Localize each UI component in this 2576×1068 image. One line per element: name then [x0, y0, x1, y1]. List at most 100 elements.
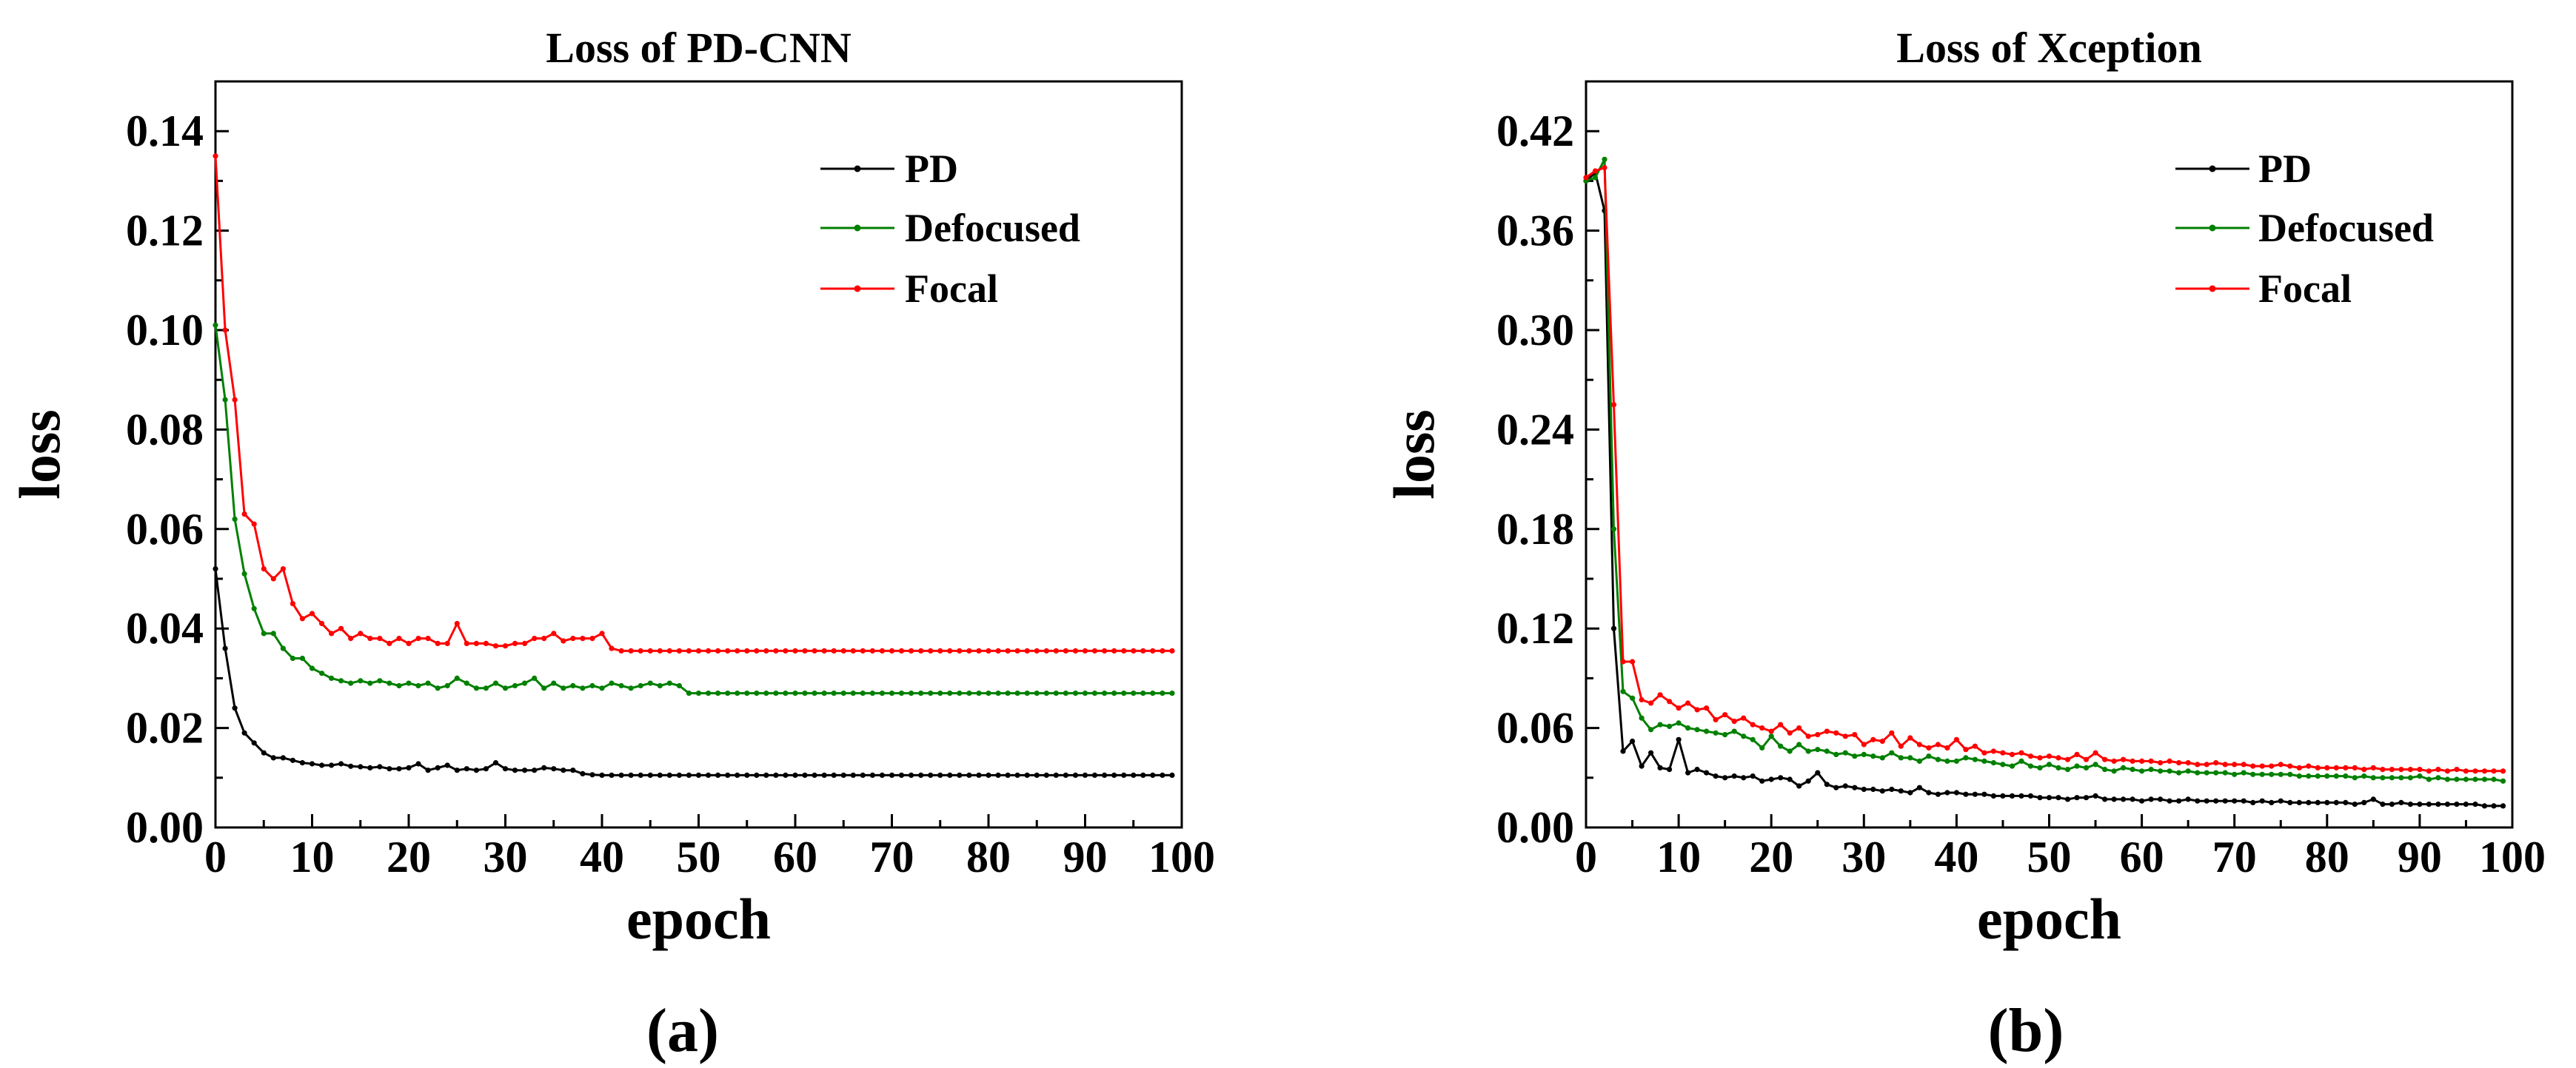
series-focal-point	[2213, 760, 2219, 766]
series-focal-point	[879, 648, 885, 654]
series-defocused-point	[338, 678, 344, 684]
series-defocused-point	[1034, 691, 1040, 696]
series-focal-point	[2185, 760, 2191, 766]
series-pd-point	[869, 772, 875, 778]
series-pd-point	[2370, 796, 2376, 802]
series-pd-point	[831, 772, 837, 778]
series-pd-point	[2389, 802, 2395, 807]
chart-panel-b: Loss of Xception 0 10 20 30 40 50 60 70 80 90 100 0.…	[1382, 24, 2546, 1065]
series-focal-point	[1916, 742, 1922, 748]
series-pd-point	[2241, 798, 2247, 804]
series-pd-point	[213, 566, 218, 572]
series-defocused-point	[464, 680, 469, 686]
series-pd-point	[783, 772, 789, 778]
series-focal-point	[464, 640, 469, 647]
series-focal-point	[2018, 750, 2024, 756]
series-defocused-point	[2454, 776, 2460, 782]
series-defocused-point	[2213, 770, 2219, 776]
series-focal-point	[512, 640, 518, 647]
series-focal-point	[2500, 768, 2506, 774]
series-focal-point	[435, 640, 441, 647]
series-defocused-point	[2046, 762, 2053, 768]
series-pd-point	[570, 768, 576, 773]
x-tick-label: 70	[870, 833, 914, 881]
series-defocused-point	[2278, 771, 2284, 777]
series-defocused-point	[2167, 768, 2172, 774]
series-focal-point	[966, 648, 972, 654]
series-defocused-point	[2083, 765, 2090, 770]
series-defocused-point	[657, 682, 663, 689]
series-focal-point	[860, 648, 866, 654]
series-pd-point	[1787, 776, 1793, 782]
x-tick-label: 50	[677, 833, 721, 881]
series-focal-point	[1082, 648, 1088, 654]
series-focal-point	[2241, 762, 2247, 768]
series-focal-point	[1034, 648, 1040, 654]
series-focal-point	[1667, 699, 1673, 705]
series-defocused-point	[1722, 732, 1728, 738]
series-pd-point	[1768, 776, 1774, 782]
y-tick-label: 0.30	[1496, 306, 1574, 355]
series-pd-point	[1676, 736, 1682, 742]
series-pd-point	[222, 645, 228, 651]
series-focal-point	[2176, 760, 2182, 766]
series-defocused-point	[2481, 776, 2488, 782]
x-tick-label: 60	[2120, 833, 2164, 881]
series-pd-point	[1630, 738, 1636, 745]
series-focal-point	[918, 648, 924, 654]
series-pd-point	[2232, 798, 2238, 804]
series-pd-point	[840, 772, 846, 778]
series-defocused-point	[850, 691, 856, 696]
series-defocused-point	[928, 691, 934, 696]
series-pd-point	[821, 772, 827, 778]
series-defocused-point	[1150, 691, 1156, 696]
x-tick-label: 50	[2027, 833, 2072, 881]
series-focal-point	[2472, 768, 2478, 774]
series-focal-point	[647, 648, 653, 654]
series-defocused-point	[492, 680, 499, 686]
series-pd-point	[290, 757, 295, 763]
series-defocused-point	[1648, 727, 1654, 733]
series-pd-point	[1981, 791, 1987, 797]
series-focal-point	[618, 648, 624, 654]
series-pd-point	[2121, 796, 2127, 802]
series-defocused-point	[261, 631, 267, 637]
series-defocused-point	[367, 680, 373, 686]
series-pd-point	[1082, 772, 1088, 778]
series-pd-point	[2176, 798, 2182, 804]
series-focal-point	[1657, 692, 1663, 698]
series-pd-point	[2064, 796, 2071, 802]
series-defocused-point	[2426, 776, 2432, 782]
series-defocused-point	[986, 691, 991, 696]
series-focal-point	[1111, 648, 1117, 654]
series-focal-point	[1750, 722, 1756, 728]
series-focal-point	[2064, 756, 2071, 762]
legend-label-defocused: Defocused	[905, 206, 1080, 250]
series-pd-point	[1833, 785, 1839, 790]
y-tick-label: 0.10	[126, 306, 204, 355]
series-defocused-point	[1602, 156, 1608, 162]
series-focal-point	[937, 648, 943, 654]
series-pd-point	[1842, 783, 1848, 789]
series-focal-point	[483, 640, 489, 647]
series-pd-point	[2037, 795, 2043, 801]
series-focal-point	[889, 648, 895, 654]
series-defocused-point	[406, 680, 412, 686]
series-defocused-point	[1043, 691, 1049, 696]
series-focal-point	[1131, 648, 1137, 654]
series-defocused-point	[435, 685, 441, 691]
series-defocused-point	[1014, 691, 1020, 696]
series-focal-point	[2315, 765, 2321, 770]
series-pd-point	[2481, 803, 2488, 809]
panel-label: (a)	[646, 996, 719, 1065]
series-pd-point	[666, 772, 672, 778]
series-defocused-point	[2287, 771, 2293, 777]
y-axis-label: loss	[7, 409, 72, 499]
series-defocused-point	[2064, 767, 2071, 773]
series-defocused-point	[725, 691, 731, 696]
series-defocused-point	[1741, 733, 1747, 739]
series-focal-point	[2454, 767, 2460, 773]
series-focal-point	[2407, 767, 2413, 773]
series-focal-point	[2324, 765, 2330, 770]
series-focal-point	[338, 625, 344, 631]
